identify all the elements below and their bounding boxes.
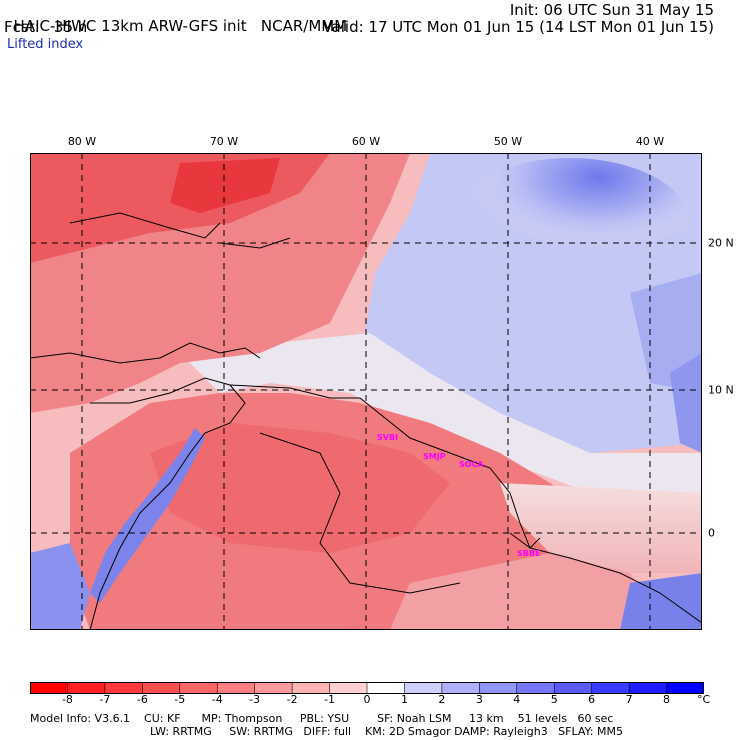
colorbar-swatch <box>629 682 668 694</box>
colorbar-swatch <box>666 682 704 694</box>
colorbar-tick-label: 3 <box>475 693 483 706</box>
colorbar-tick-label: 6 <box>588 693 596 706</box>
colorbar-tick-label: -7 <box>99 693 111 706</box>
colorbar-swatch <box>479 682 518 694</box>
station-svbi: SVBI <box>377 433 399 442</box>
lon-label-60w: 60 W <box>351 135 381 148</box>
colorbar-swatch <box>30 682 68 694</box>
neutral-band <box>180 333 702 493</box>
coastlines <box>30 212 702 630</box>
station-sbbe: SBBE <box>517 549 541 558</box>
colorbar-swatch <box>217 682 256 694</box>
colorbar-swatch <box>591 682 630 694</box>
colorbar-tick-label: -3 <box>249 693 261 706</box>
colorbar-tick-label: 4 <box>513 693 521 706</box>
model-info-line1: Model Info: V3.6.1 CU: KF MP: Thompson P… <box>30 712 614 725</box>
lat-label-20n: 20 N <box>708 236 734 250</box>
lifted-index-map <box>30 153 702 630</box>
graticule <box>30 153 702 630</box>
colorbar-swatch <box>516 682 555 694</box>
valid-time: Valid: 17 UTC Mon 01 Jun 15 (14 LST Mon … <box>322 18 714 36</box>
colorbar-tick-label: 0 <box>363 693 371 706</box>
colorbar-frame <box>30 682 704 694</box>
colorbar-swatch <box>367 682 405 694</box>
colorbar-tick-label: 2 <box>438 693 446 706</box>
lon-label-40w: 40 W <box>635 135 665 148</box>
init-time: Init: 06 UTC Sun 31 May 15 <box>509 1 714 19</box>
andes-stable-strip <box>90 428 205 603</box>
colorbar-tick-label: -4 <box>211 693 223 706</box>
colorbar-swatch <box>404 682 443 694</box>
lon-label-50w: 50 W <box>493 135 523 148</box>
strong-stable-core <box>450 158 690 288</box>
colorbar-tick-label: -5 <box>174 693 186 706</box>
colorbar-unit: °C <box>697 693 711 706</box>
lon-label-70w: 70 W <box>209 135 239 148</box>
colorbar-tick-label: 5 <box>550 693 558 706</box>
run-title: HAIC-HIWC 13km ARW-GFS init <box>13 17 247 35</box>
colorbar-swatch <box>67 682 106 694</box>
field-name: Lifted index <box>7 37 84 52</box>
colorbar-swatch <box>554 682 593 694</box>
colorbar-swatch <box>329 682 368 694</box>
colorbar-swatch <box>254 682 293 694</box>
model-info-line2: LW: RRTMG SW: RRTMG DIFF: full KM: 2D Sm… <box>150 725 623 738</box>
colorbar-swatch <box>441 682 480 694</box>
colorbar-swatch <box>292 682 331 694</box>
colorbar-tick-label: -1 <box>324 693 336 706</box>
colorbar-swatch <box>179 682 218 694</box>
colorbar-tick-label: 8 <box>663 693 671 706</box>
colorbar-tick-label: 1 <box>400 693 408 706</box>
forecast-hour: Fcst: 35 h <box>4 18 88 36</box>
colorbar-tick-label: -8 <box>61 693 73 706</box>
colorbar <box>30 682 704 694</box>
colorbar-swatch <box>104 682 143 694</box>
colorbar-tick-label: 7 <box>625 693 633 706</box>
model-title: HAIC-HIWC 13km ARW-GFS init NCAR/MMM <box>4 2 348 35</box>
colorbar-tick-label: -6 <box>136 693 148 706</box>
station-soca: SOCA <box>459 460 484 469</box>
lat-label-equator: 0 <box>708 526 715 540</box>
colorbar-tick-label: -2 <box>286 693 298 706</box>
lat-label-10n: 10 N <box>708 383 734 397</box>
organization: NCAR/MMM <box>260 17 348 35</box>
station-smjp: SMJP <box>423 452 446 461</box>
colorbar-swatch <box>142 682 181 694</box>
lon-label-80w: 80 W <box>67 135 97 148</box>
